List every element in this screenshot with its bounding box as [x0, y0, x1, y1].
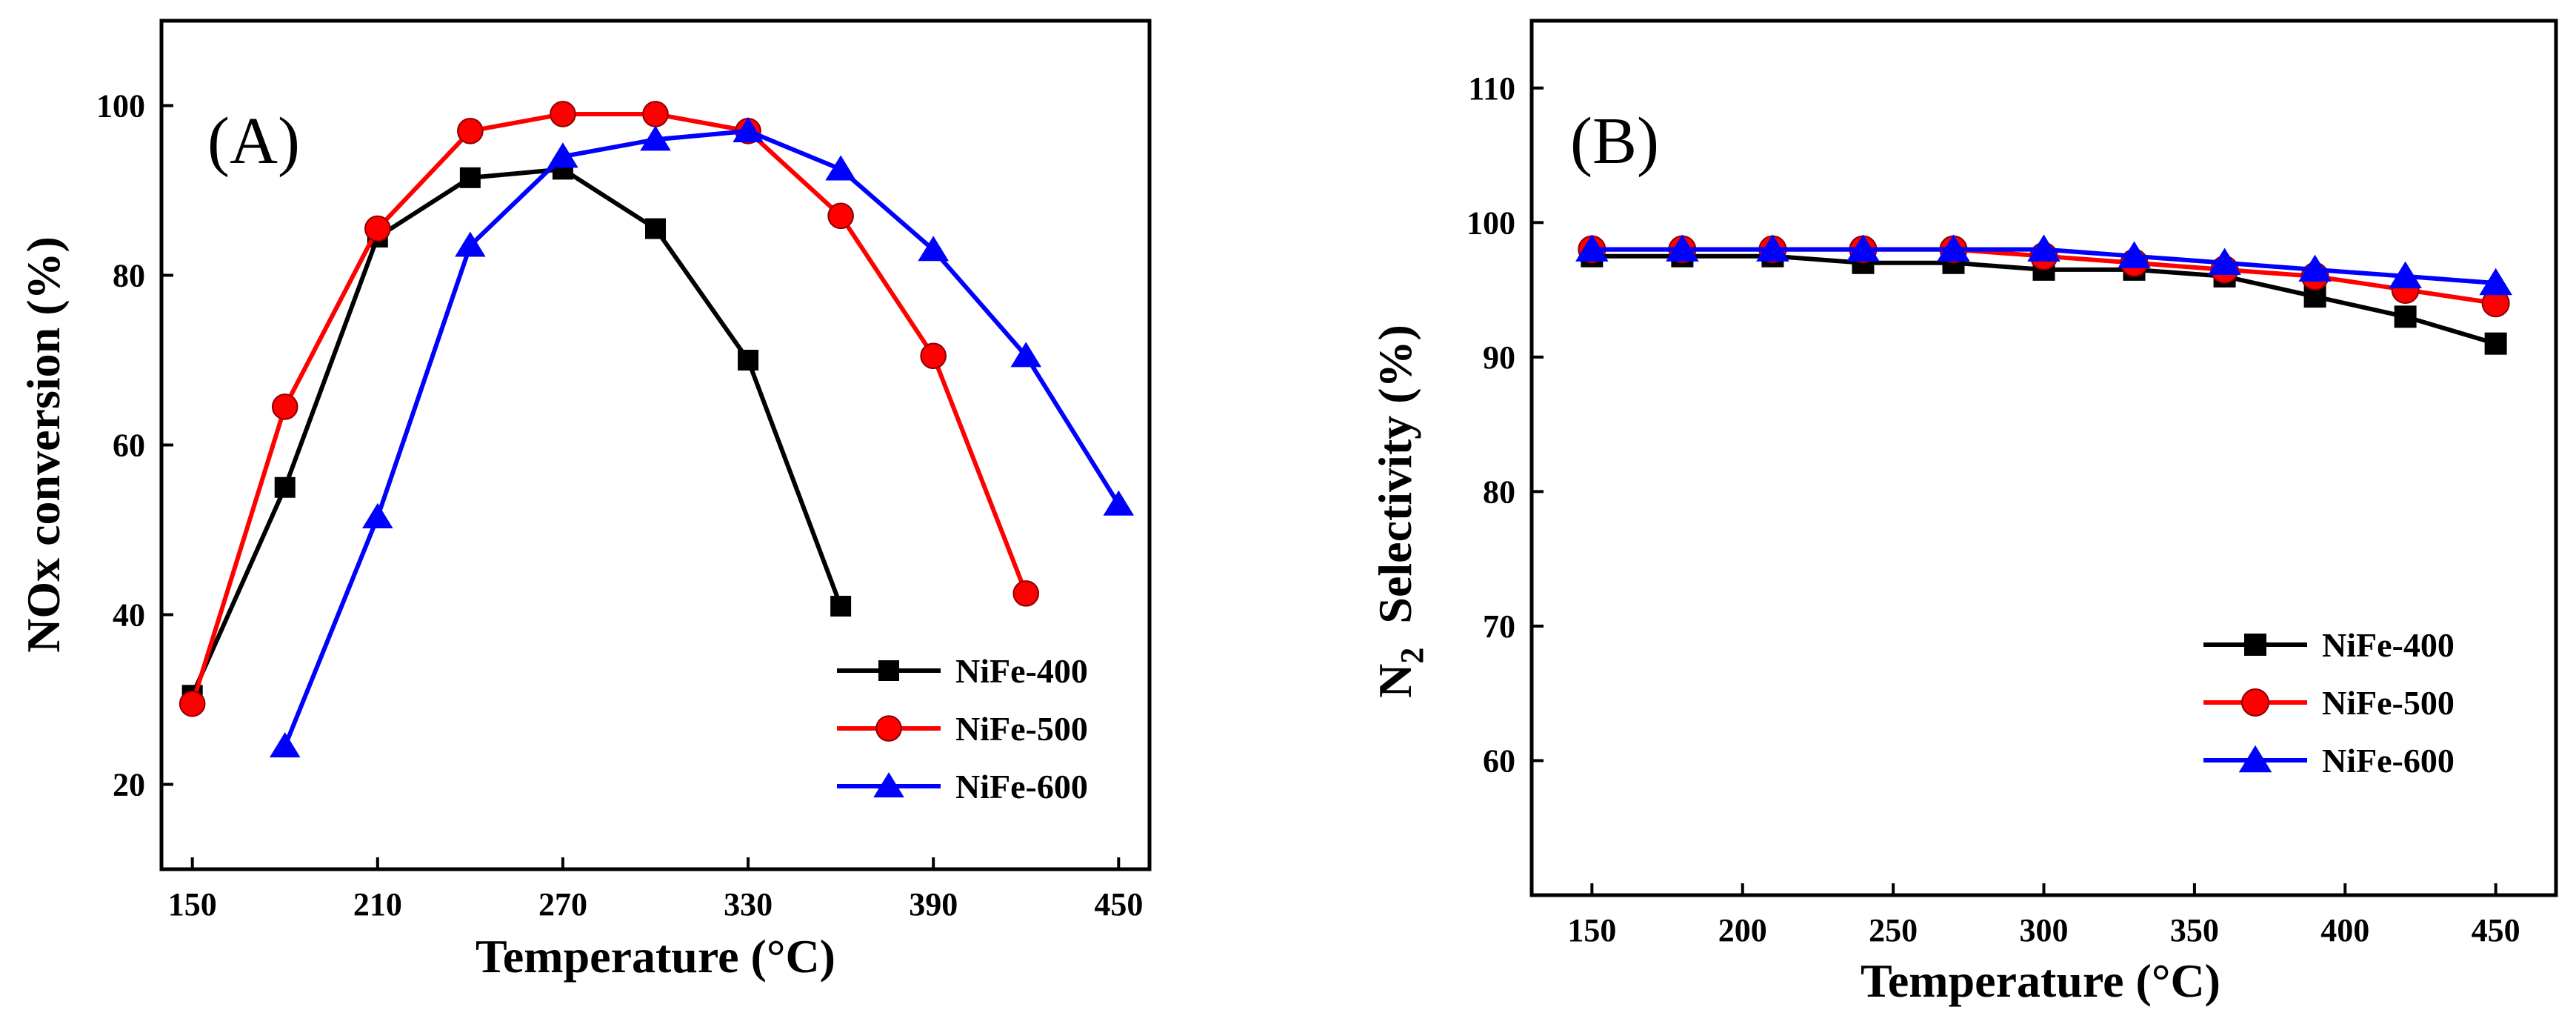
panel-a-label: (A): [207, 104, 300, 178]
panel-a-point-nife-600-270: [547, 142, 578, 168]
panel-a-y-tick-label-60: 60: [113, 428, 145, 464]
panel-a-point-nife-600-390: [918, 236, 949, 262]
panel-b-x-tick-label-450: 450: [2472, 912, 2520, 948]
panel-b-y-axis-title: N2 Selectivity (%): [1369, 325, 1430, 698]
panel-a-point-nife-600-450: [1103, 490, 1135, 516]
panel-a: 150 210 270 330 390 450 20 40 60 80 100 (A) Temper…: [17, 19, 1152, 983]
panel-a-point-nife-600-180: [269, 732, 301, 758]
panel-b-y-tick-label-90: 90: [1483, 339, 1515, 376]
panel-b-point-nife-600-150: [1575, 234, 1609, 262]
panel-a-series-line-nife-500: [190, 111, 1029, 705]
panel-a-point-nife-400-330: [738, 350, 759, 371]
panel-b-label: (B): [1570, 104, 1659, 178]
panel-a-x-tick-label-450: 450: [1094, 886, 1143, 923]
panel-a-y-tick-label-40: 40: [113, 597, 145, 634]
panel-b-x-tick-label-150: 150: [1567, 912, 1616, 948]
panel-b-y-axis-title-subscript: 2: [1394, 648, 1430, 664]
panel-a-point-nife-500-180: [271, 393, 298, 420]
panel-b-y-axis-title-main: N: [1369, 664, 1421, 698]
panel-a-point-nife-400-180: [274, 476, 296, 498]
panel-b-y-tick-label-80: 80: [1483, 474, 1515, 510]
panel-b-legend-label-nife-400: NiFe-400: [2322, 626, 2455, 664]
panel-a-series-line-nife-400: [190, 167, 843, 697]
panel-b-y-tick-label-70: 70: [1483, 608, 1515, 645]
panel-b-point-nife-600-330: [2118, 241, 2151, 268]
panel-b-y-tick-label-110: 110: [1468, 70, 1515, 107]
panel-b-point-nife-600-360: [2208, 247, 2241, 275]
panel-a-marks: [178, 101, 1135, 758]
panel-a-point-nife-600-300: [640, 125, 671, 151]
panel-a-x-tick-label-150: 150: [168, 886, 217, 923]
panel-a-legend-label-nife-500: NiFe-500: [955, 710, 1088, 748]
panel-b-ticks: 150 200 250 300 350 400 450 60 70 80 90 100 110: [1466, 70, 2520, 948]
panel-b-point-nife-600-270: [1937, 234, 1970, 262]
panel-b-x-tick-label-350: 350: [2170, 912, 2219, 948]
panel-a-point-nife-600-330: [733, 116, 764, 142]
panel-b-legend-label-nife-500: NiFe-500: [2322, 684, 2455, 722]
panel-b-point-nife-600-420: [2389, 261, 2422, 289]
panel-a-legend-label-nife-400: NiFe-400: [955, 652, 1088, 690]
panel-b-marks: [1575, 234, 2512, 355]
panel-b-point-nife-600-450: [2479, 268, 2512, 296]
panel-a-point-nife-600-360: [825, 155, 856, 181]
panel-a-legend-label-nife-600: NiFe-600: [955, 768, 1088, 805]
panel-a-legend-marker-nife-400: [878, 660, 899, 681]
panel-b-legend-label-nife-600: NiFe-600: [2322, 742, 2455, 780]
panel-b-point-nife-600-180: [1666, 234, 1699, 262]
panel-a-point-nife-500-420: [1012, 580, 1040, 607]
panel-b-legend: NiFe-400 NiFe-500 NiFe-600: [2203, 626, 2455, 780]
panel-b-legend-marker-nife-400: [2244, 634, 2266, 656]
panel-b-legend-marker-nife-600: [2238, 745, 2272, 773]
panel-a-point-nife-600-210: [362, 502, 393, 528]
panel-a-point-nife-600-240: [455, 231, 486, 257]
panel-a-point-nife-400-300: [645, 218, 666, 239]
panel-a-point-nife-500-210: [364, 215, 391, 242]
panel-a-x-tick-label-210: 210: [353, 886, 402, 923]
panel-a-point-nife-500-270: [550, 101, 576, 127]
panel-b-point-nife-600-240: [1846, 234, 1880, 262]
panel-b-point-nife-400-450: [2484, 332, 2507, 355]
panel-b-y-tick-label-100: 100: [1466, 205, 1515, 241]
panel-a-y-tick-label-20: 20: [113, 767, 145, 803]
panel-a-point-nife-400-240: [459, 167, 481, 188]
panel-b-y-axis-title-rest: Selectivity (%): [1369, 325, 1421, 647]
panel-a-y-tick-label-100: 100: [96, 88, 145, 124]
panel-a-legend-marker-nife-600: [873, 772, 904, 798]
panel-a-ticks: 150 210 270 330 390 450 20 40 60 80 100: [96, 88, 1143, 923]
panel-b-point-nife-400-420: [2394, 305, 2417, 328]
panel-b-point-nife-600-300: [2027, 234, 2061, 262]
panel-a-x-axis-title: Temperature (°C): [476, 930, 835, 983]
panel-b-x-tick-label-300: 300: [2020, 912, 2069, 948]
panel-a-point-nife-500-300: [642, 101, 669, 127]
panel-a-point-nife-500-150: [178, 690, 206, 717]
panel-a-x-tick-label-330: 330: [724, 886, 773, 923]
panel-b-legend-marker-nife-500: [2241, 688, 2269, 717]
panel-a-point-nife-500-240: [457, 118, 484, 144]
panel-b-x-tick-label-200: 200: [1718, 912, 1767, 948]
panel-a-x-tick-label-270: 270: [538, 886, 587, 923]
panel-b-point-nife-600-210: [1756, 234, 1789, 262]
panel-b-x-axis-title: Temperature (°C): [1861, 954, 2220, 1007]
panel-b-point-nife-600-390: [2298, 254, 2332, 282]
panel-a-legend: NiFe-400 NiFe-500 NiFe-600: [837, 652, 1088, 805]
panel-b-y-tick-label-60: 60: [1483, 742, 1515, 779]
panel-a-y-axis-title: NOx conversion (%): [17, 236, 70, 653]
panel-a-x-tick-label-390: 390: [909, 886, 958, 923]
panel-b-x-tick-label-250: 250: [1869, 912, 1918, 948]
panel-a-point-nife-500-390: [920, 342, 947, 370]
panel-a-y-tick-label-80: 80: [113, 258, 145, 294]
panel-a-point-nife-400-360: [830, 596, 852, 617]
panel-a-legend-marker-nife-500: [875, 715, 902, 742]
panel-b-x-tick-label-400: 400: [2320, 912, 2369, 948]
panel-a-series-line-nife-600: [282, 128, 1121, 748]
panel-a-point-nife-500-360: [827, 202, 854, 230]
panel-a-point-nife-600-420: [1010, 342, 1042, 368]
